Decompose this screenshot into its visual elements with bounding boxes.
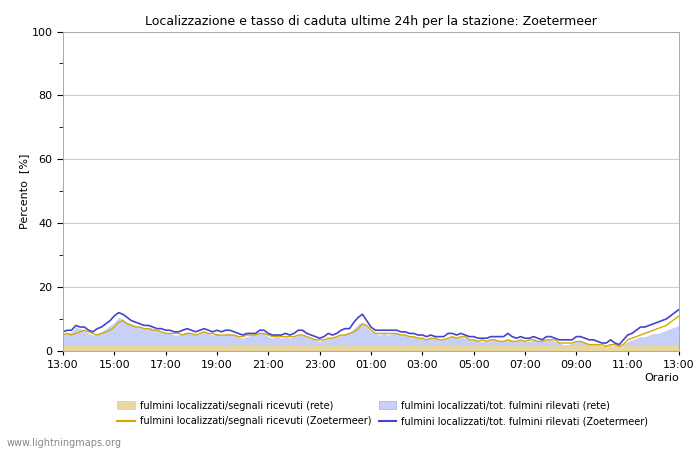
Text: www.lightningmaps.org: www.lightningmaps.org <box>7 438 122 448</box>
Legend: fulmini localizzati/segnali ricevuti (rete), fulmini localizzati/segnali ricevut: fulmini localizzati/segnali ricevuti (re… <box>117 400 648 427</box>
Text: Orario: Orario <box>644 374 679 383</box>
Title: Localizzazione e tasso di caduta ultime 24h per la stazione: Zoetermeer: Localizzazione e tasso di caduta ultime … <box>145 14 597 27</box>
Y-axis label: Percento  [%]: Percento [%] <box>19 153 29 229</box>
